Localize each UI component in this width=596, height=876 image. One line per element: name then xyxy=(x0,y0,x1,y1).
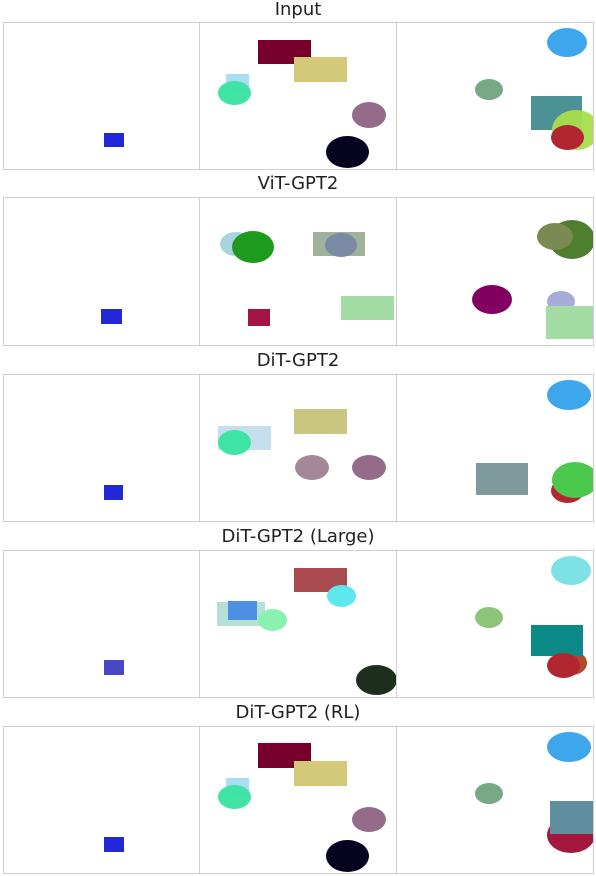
teal-rectangle xyxy=(531,625,583,656)
olive-ellipse-light xyxy=(537,223,573,250)
blue-rectangle xyxy=(104,133,124,147)
navy-ellipse xyxy=(326,136,369,168)
mint-ellipse xyxy=(258,609,287,631)
mauve-ellipse xyxy=(352,455,386,480)
panel-dit-3 xyxy=(396,374,594,522)
panel-rl-1 xyxy=(3,726,200,874)
panel-vit-1 xyxy=(3,197,200,346)
row-title-input: Input xyxy=(274,0,322,20)
panel-input-1 xyxy=(3,22,200,170)
crimson-rectangle xyxy=(248,309,270,326)
khaki-rectangle xyxy=(294,57,347,82)
panel-rl-3 xyxy=(396,726,594,874)
khaki-rectangle xyxy=(294,761,347,786)
panel-large-3 xyxy=(396,550,594,698)
panel-dit-1 xyxy=(3,374,200,522)
row-title-vit-gpt2: ViT-GPT2 xyxy=(257,173,339,194)
cyan-ellipse xyxy=(327,585,356,607)
sky-ellipse xyxy=(547,732,591,762)
crimson-ellipse xyxy=(547,653,580,678)
blue-rectangle xyxy=(101,309,122,324)
panel-rl-2 xyxy=(199,726,397,874)
grey-teal-rectangle xyxy=(476,463,528,495)
sky-ellipse xyxy=(547,380,591,410)
green-ellipse xyxy=(552,462,593,498)
panel-large-2 xyxy=(199,550,397,698)
light-green-rectangle xyxy=(546,306,593,339)
row-title-dit-gpt2-rl: DiT-GPT2 (RL) xyxy=(235,702,361,723)
blue-rectangle xyxy=(104,660,124,675)
panel-input-3 xyxy=(396,22,594,170)
sky-ellipse xyxy=(547,28,587,57)
mauve-ellipse xyxy=(352,807,386,832)
sage-ellipse xyxy=(475,783,503,804)
mint-ellipse xyxy=(218,785,251,809)
green-ellipse xyxy=(232,231,274,263)
dark-green-ellipse xyxy=(356,665,396,695)
mint-ellipse xyxy=(218,430,251,455)
panel-dit-2 xyxy=(199,374,397,522)
sage-ellipse xyxy=(475,79,503,100)
blue-rectangle xyxy=(228,601,257,620)
mauve-ellipse xyxy=(352,102,386,128)
khaki-rectangle xyxy=(294,409,347,434)
row-title-dit-gpt2-large: DiT-GPT2 (Large) xyxy=(221,526,375,547)
panel-input-2 xyxy=(199,22,397,170)
mauve-ellipse-light xyxy=(295,455,329,480)
blue-rectangle xyxy=(104,485,123,500)
navy-ellipse xyxy=(326,840,369,872)
panel-large-1 xyxy=(3,550,200,698)
purple-ellipse xyxy=(472,285,512,314)
sage-ellipse xyxy=(475,607,503,628)
blue-rectangle xyxy=(104,837,124,852)
light-green-rectangle xyxy=(341,296,394,320)
slate-teal-rectangle xyxy=(550,801,593,834)
row-title-dit-gpt2: DiT-GPT2 xyxy=(256,350,340,371)
mint-ellipse xyxy=(218,81,251,105)
slate-ellipse xyxy=(325,233,357,257)
crimson-ellipse xyxy=(551,125,584,150)
aqua-ellipse xyxy=(551,556,591,585)
panel-vit-3 xyxy=(396,197,594,346)
panel-vit-2 xyxy=(199,197,397,346)
